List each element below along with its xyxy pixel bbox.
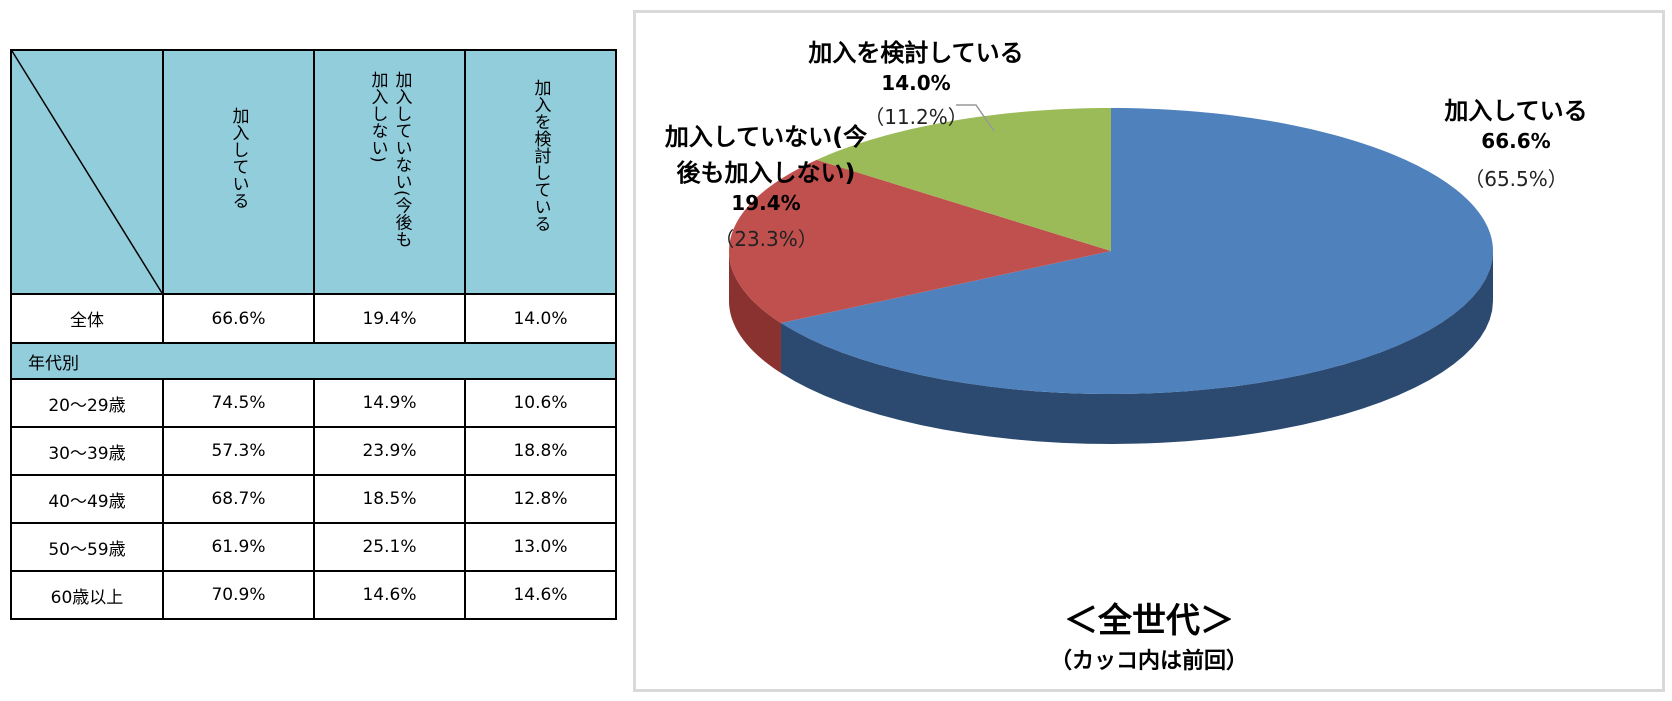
table-corner-cell <box>10 49 164 295</box>
row-label: 全体 <box>10 293 164 344</box>
table-header-row: 加入している 加入していない(今後も加入しない) 加入を検討している <box>10 49 617 295</box>
pie-slice-2 <box>816 108 1111 251</box>
table-header-cell: 加入していない(今後も加入しない) <box>313 49 466 295</box>
pie-side-0 <box>780 251 1493 444</box>
slice-value-joined: 66.6% <box>1481 129 1551 153</box>
chart-frame: 加入している 66.6% （65.5%） 加入していない(今 後も加入しない) … <box>633 10 1665 692</box>
table-header-cell: 加入を検討している <box>464 49 617 295</box>
table-header-cell: 加入している <box>162 49 315 295</box>
table-cell: 70.9% <box>162 570 315 620</box>
row-label: 40〜49歳 <box>10 474 164 524</box>
table-cell: 12.8% <box>464 474 617 524</box>
table-cell: 23.9% <box>313 426 466 476</box>
pie-slice-1 <box>729 159 1111 324</box>
table-row: 全体 66.6% 19.4% 14.0% <box>10 293 617 344</box>
table-cell: 66.6% <box>162 293 315 344</box>
table-cell: 19.4% <box>313 293 466 344</box>
table-cell: 61.9% <box>162 522 315 572</box>
table-row: 50〜59歳 61.9% 25.1% 13.0% <box>10 522 617 572</box>
table-row: 30〜39歳 57.3% 23.9% 18.8% <box>10 426 617 476</box>
header-joined: 加入している <box>228 107 249 209</box>
survey-table: 加入している 加入していない(今後も加入しない) 加入を検討している 全体 66… <box>10 49 617 620</box>
table-cell: 18.5% <box>313 474 466 524</box>
chart-title: ＜全世代＞ <box>1064 601 1234 641</box>
slice-previous-not-joined: （23.3%） <box>714 227 818 251</box>
slice-previous-joined: （65.5%） <box>1464 167 1568 191</box>
table-cell: 25.1% <box>313 522 466 572</box>
slice-label-considering: 加入を検討している <box>808 39 1024 67</box>
table-cell: 14.9% <box>313 378 466 428</box>
table-cell: 68.7% <box>162 474 315 524</box>
leader-line <box>956 104 995 132</box>
slice-value-not-joined: 19.4% <box>731 191 801 215</box>
row-label: 50〜59歳 <box>10 522 164 572</box>
group-label: 年代別 <box>10 342 617 380</box>
row-label: 60歳以上 <box>10 570 164 620</box>
table-cell: 18.8% <box>464 426 617 476</box>
table-row: 60歳以上 70.9% 14.6% 14.6% <box>10 570 617 620</box>
header-considering: 加入を検討している <box>530 79 551 232</box>
table-cell: 74.5% <box>162 378 315 428</box>
table-cell: 10.6% <box>464 378 617 428</box>
header-not-joined: 加入していない(今後も加入しない) <box>367 71 412 248</box>
slice-label-not-joined: 加入していない(今 <box>664 123 868 151</box>
pie-side-1 <box>729 251 781 374</box>
pie-slice-0 <box>780 108 1493 394</box>
table-group-row: 年代別 <box>10 342 617 380</box>
slice-previous-considering: （11.2%） <box>864 105 968 129</box>
chart-subtitle: （カッコ内は前回） <box>1049 649 1248 674</box>
diagonal-line <box>12 51 162 293</box>
slice-value-considering: 14.0% <box>881 71 951 95</box>
slice-label-joined: 加入している <box>1444 97 1588 125</box>
pie-chart <box>729 104 1493 444</box>
row-label: 30〜39歳 <box>10 426 164 476</box>
table-cell: 13.0% <box>464 522 617 572</box>
table-cell: 57.3% <box>162 426 315 476</box>
row-label: 20〜29歳 <box>10 378 164 428</box>
slice-label-not-joined-2: 後も加入しない) <box>676 159 856 187</box>
table-row: 40〜49歳 68.7% 18.5% 12.8% <box>10 474 617 524</box>
table-row: 20〜29歳 74.5% 14.9% 10.6% <box>10 378 617 428</box>
table-cell: 14.6% <box>464 570 617 620</box>
table-cell: 14.0% <box>464 293 617 344</box>
table-cell: 14.6% <box>313 570 466 620</box>
